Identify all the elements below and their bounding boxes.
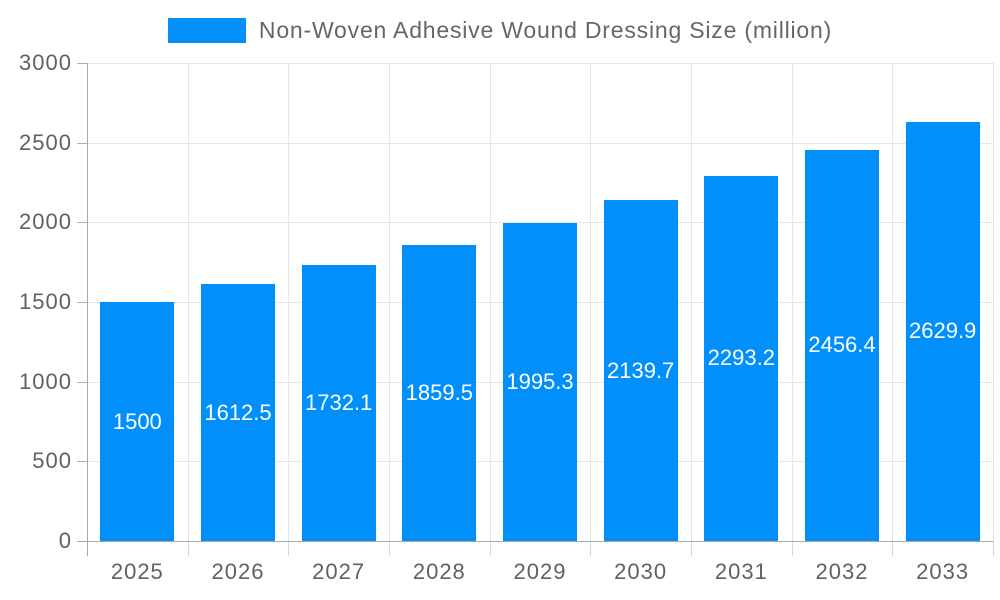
x-tick [590,541,592,556]
y-axis-label: 3000 [19,50,72,75]
x-axis-label: 2033 [916,559,970,584]
bar-value-label: 2139.7 [607,357,675,383]
y-axis-line [87,63,88,556]
x-tick [288,541,290,556]
x-tick [187,541,189,556]
x-gridline [892,63,894,541]
x-axis-label: 2029 [513,559,567,584]
bar-value-label: 1859.5 [405,379,473,405]
x-tick [791,541,793,556]
legend-label: Non-Woven Adhesive Wound Dressing Size (… [258,17,833,43]
x-tick [892,541,894,556]
bar-value-label: 2629.9 [909,318,977,344]
y-gridline [87,222,993,224]
x-tick [489,541,491,556]
y-axis-label: 1000 [19,368,72,394]
x-axis-label: 2030 [614,559,668,584]
y-axis-label: 1500 [19,289,72,314]
bar-value-label: 1732.1 [305,390,373,416]
y-axis-label: 2000 [19,209,72,235]
y-axis-label: 2500 [19,129,72,155]
y-tick [77,222,87,224]
x-gridline [993,63,994,541]
y-tick [77,142,87,144]
y-gridline [87,63,993,64]
bar[interactable]: 1612.5 [201,284,275,541]
y-gridline [87,142,993,144]
bar[interactable]: 1732.1 [301,265,376,541]
bar-value-label: 2456.4 [808,332,876,358]
bar[interactable]: 2456.4 [805,149,879,541]
x-axis-label: 2026 [211,559,265,584]
x-gridline [187,63,189,541]
x-tick [389,541,390,556]
y-axis-label: 500 [32,448,72,474]
bar[interactable]: 1859.5 [402,244,477,541]
bar-value-label: 2293.2 [707,345,775,371]
bar-value-label: 1500 [112,408,162,434]
x-axis-label: 2031 [714,559,768,584]
y-tick [77,63,87,64]
legend-swatch [167,18,246,43]
x-axis-line [77,541,993,542]
x-axis-label: 2025 [110,559,164,584]
x-gridline [489,63,491,541]
x-axis-label: 2027 [312,559,366,584]
y-axis-label: 0 [58,528,72,553]
bar[interactable]: 1995.3 [503,223,577,541]
x-gridline [791,63,793,541]
legend[interactable]: Non-Woven Adhesive Wound Dressing Size (… [0,17,1000,44]
bar[interactable]: 2139.7 [603,200,678,541]
bar[interactable]: 1500 [100,302,175,541]
bar[interactable]: 2293.2 [704,175,779,541]
x-tick [993,541,994,556]
y-tick [77,302,87,303]
x-gridline [590,63,592,541]
bar-value-label: 1612.5 [204,399,272,425]
x-tick [691,541,692,556]
plot-area: 0 500 1000 1500 2000 2500 3000 1500 2025 1612.5 20… [19,52,994,583]
bar[interactable]: 2629.9 [905,121,980,541]
y-tick [77,461,87,463]
x-gridline [288,63,290,541]
x-axis-label: 2028 [412,559,466,584]
x-gridline [691,63,692,541]
bar-value-label: 1995.3 [506,369,574,395]
x-axis-label: 2032 [815,559,869,584]
x-gridline [389,63,390,541]
y-tick [77,381,87,383]
